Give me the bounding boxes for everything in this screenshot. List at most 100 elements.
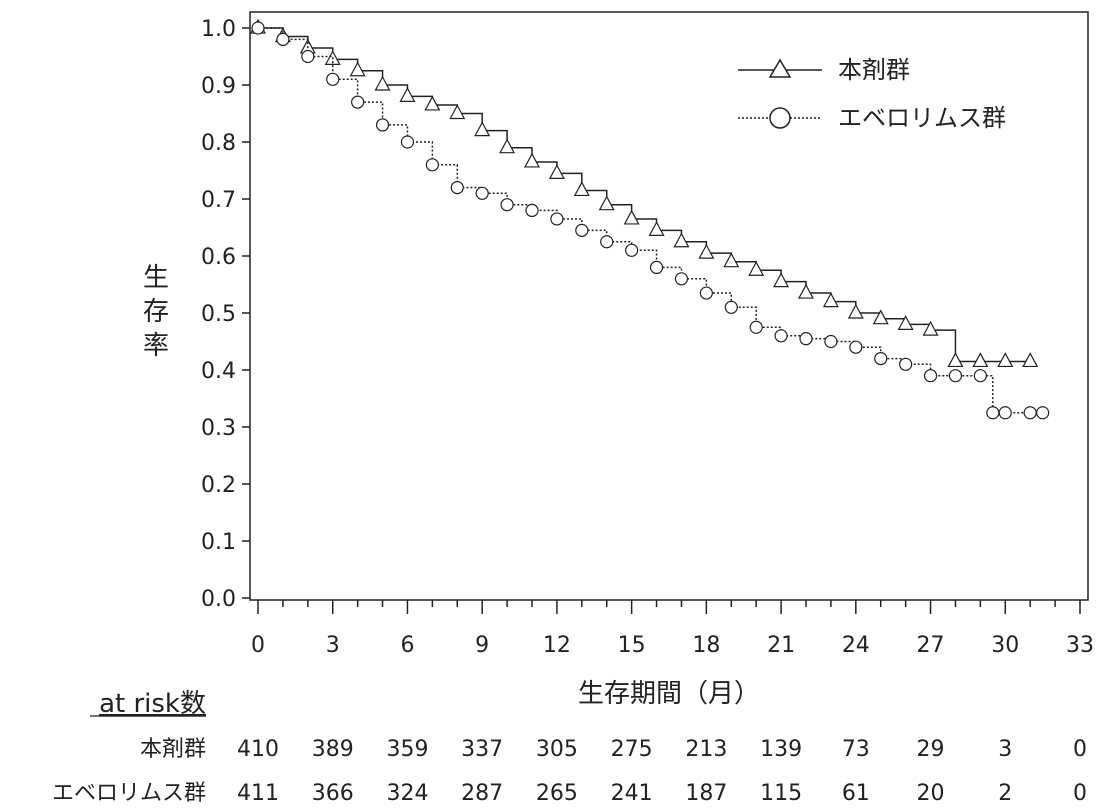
series-2-point-19	[724, 300, 738, 314]
series-1-point-13	[573, 181, 590, 197]
risk-value-2-8: 61	[842, 781, 870, 806]
series-2-point-29	[973, 369, 987, 383]
series-2-point-13	[575, 223, 589, 237]
risk-value-2-5: 241	[611, 781, 653, 806]
risk-value-2-10: 2	[998, 781, 1012, 806]
risk-value-2-1: 366	[312, 781, 354, 806]
series-1-point-7	[424, 95, 441, 111]
x-tick-label-9: 27	[917, 633, 945, 658]
series-1-point-24	[847, 303, 864, 319]
series-2-point-8	[450, 181, 464, 195]
series-1-point-12	[548, 164, 565, 179]
y-axis-label-char-2: 率	[143, 331, 169, 361]
series-1-point-5	[374, 75, 391, 91]
x-tick-label-0: 0	[251, 633, 265, 658]
risk-value-2-0: 411	[237, 781, 279, 806]
risk-value-1-4: 305	[536, 737, 578, 762]
y-tick-label-2: 0.2	[201, 473, 236, 498]
legend: 本剤群 エベロリムス群	[738, 56, 1006, 132]
series-2-point-33	[1036, 406, 1050, 420]
risk-value-1-7: 139	[760, 737, 802, 762]
series-2-point-17	[674, 272, 689, 286]
series-2-point-22	[799, 332, 813, 346]
series-1-point-10	[499, 138, 516, 154]
series-1-point-22	[797, 283, 815, 299]
series-1-point-25	[872, 309, 889, 325]
series-1-point-9	[474, 121, 491, 137]
x-tick-label-4: 12	[543, 633, 571, 658]
series-2-point-12	[550, 212, 564, 226]
series-2-point-4	[351, 95, 365, 109]
series-2-point-25	[874, 352, 888, 366]
y-tick-label-8: 0.8	[201, 131, 236, 156]
risk-values: 410 389 359 337 305 275 213 139 73 29 3 0 411 366 324 2…	[237, 737, 1087, 806]
risk-value-1-5: 275	[611, 737, 653, 762]
series-1-point-20	[748, 260, 765, 276]
series-1-point-30	[997, 352, 1014, 368]
series-2-point-31	[998, 406, 1012, 420]
series-1-point-16	[648, 221, 665, 236]
y-tick-label-0: 0.0	[201, 587, 236, 612]
series-2-point-26	[899, 357, 913, 371]
series-2-point-32	[1023, 406, 1037, 420]
legend-label-series-1: 本剤群	[838, 56, 910, 84]
y-tick-label-3: 0.3	[201, 416, 236, 441]
series-1-point-26	[897, 315, 914, 330]
series-1-point-19	[723, 252, 740, 268]
risk-value-2-2: 324	[386, 781, 428, 806]
series-2-point-20	[749, 320, 763, 334]
series-2-point-16	[649, 260, 664, 274]
series-1-point-31	[1022, 352, 1039, 368]
x-tick-label-11: 33	[1066, 633, 1094, 658]
risk-value-1-9: 29	[917, 737, 945, 762]
series-2-point-27	[923, 369, 938, 383]
risk-value-1-8: 73	[842, 737, 870, 762]
series-2-point-1	[276, 32, 290, 47]
series-1-point-14	[598, 195, 615, 211]
series-2-point-14	[600, 235, 614, 249]
x-tick-label-10: 30	[991, 633, 1019, 658]
series-2-point-21	[774, 329, 788, 343]
series-1-point-11	[523, 152, 541, 168]
series-2-point-7	[425, 158, 439, 172]
y-axis-label-char-0: 生	[143, 263, 169, 293]
risk-value-1-0: 410	[237, 737, 279, 762]
series-1-point-18	[698, 243, 715, 259]
series-2-point-0	[251, 21, 265, 35]
y-tick-label-4: 0.4	[201, 359, 236, 384]
x-axis-label: 生存期間（月）	[578, 679, 760, 709]
series-2-point-9	[475, 186, 489, 200]
risk-table: at risk数 本剤群 エベロリムス群 410 389 359 337 305 275 2…	[52, 689, 1087, 806]
series-1-point-29	[972, 352, 989, 368]
risk-value-2-9: 20	[917, 781, 945, 806]
series-2-point-18	[699, 286, 713, 300]
y-tick-label-7: 0.7	[201, 188, 236, 213]
x-tick-label-2: 6	[400, 633, 414, 658]
series-2-point-24	[849, 340, 863, 354]
y-axis-label-char-1: 存	[143, 297, 169, 327]
plot-frame	[249, 11, 1089, 601]
risk-value-2-4: 265	[536, 781, 578, 806]
series-layer	[249, 18, 1050, 420]
risk-value-1-2: 359	[386, 737, 428, 762]
risk-value-1-10: 3	[998, 737, 1012, 762]
x-tick-label-8: 24	[842, 633, 870, 658]
series-2-point-10	[500, 198, 514, 212]
risk-value-2-11: 0	[1073, 781, 1087, 806]
x-tick-label-3: 9	[475, 633, 489, 658]
y-axis: 0.0 0.1 0.2 0.3 0.4 0.5 0.6 0.7 0.8 0.9 1.0	[201, 17, 250, 612]
risk-value-1-1: 389	[312, 737, 354, 762]
series-1-point-21	[773, 272, 790, 288]
series-2-point-23	[824, 334, 838, 349]
x-axis: 0 3 6 9 12 15 18 21 24 27 30 33	[251, 600, 1094, 658]
legend-marker-circle	[769, 107, 791, 129]
series-2-point-5	[375, 118, 390, 132]
legend-label-series-2: エベロリムス群	[838, 104, 1006, 132]
series-2-point-2	[301, 49, 315, 64]
y-tick-label-6: 0.6	[201, 245, 236, 270]
series-1-point-28	[947, 352, 964, 368]
y-tick-label-10: 1.0	[201, 17, 236, 42]
series-2-point-6	[400, 135, 415, 149]
series-line-1	[258, 27, 1031, 363]
